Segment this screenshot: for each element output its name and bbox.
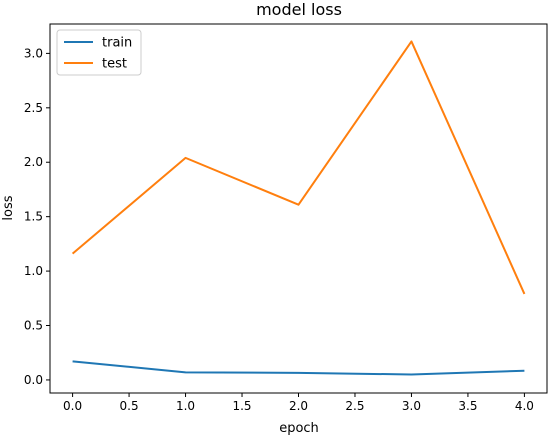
x-tick-label: 1.0 [176, 399, 195, 413]
y-tick-label: 3.0 [24, 46, 43, 60]
y-tick-label: 0.0 [24, 373, 43, 387]
legend: train test [56, 29, 142, 76]
series-layer [71, 40, 526, 376]
plot-frame [49, 23, 548, 394]
legend-items: train test [64, 36, 132, 72]
chart-title: model loss [256, 0, 342, 19]
y-tick-label: 1.5 [24, 210, 43, 224]
y-tick-label: 1.0 [24, 264, 43, 278]
x-tick-label: 0.0 [63, 399, 82, 413]
y-tick-label: 2.0 [24, 155, 43, 169]
y-axis-label: loss [1, 195, 16, 220]
legend-label-train: train [102, 36, 132, 51]
tick-layer: 0.0 0.5 1.0 1.5 2.0 2.5 3.0 3.5 4.0 0.0 0.5 1.0 1.5 2… [24, 46, 534, 413]
x-tick-label: 3.5 [458, 399, 477, 413]
x-tick-label: 0.5 [120, 399, 139, 413]
y-tick-label: 0.5 [24, 319, 43, 333]
legend-label-test: test [102, 57, 127, 72]
x-tick-label: 3.0 [402, 399, 421, 413]
x-tick-label: 1.5 [232, 399, 251, 413]
series-line-train [72, 360, 525, 376]
series-line-test [71, 40, 526, 295]
x-tick-label: 2.5 [345, 399, 364, 413]
x-tick-label: 4.0 [515, 399, 534, 413]
y-tick-label: 2.5 [24, 101, 43, 115]
x-axis-label: epoch [279, 421, 319, 435]
x-tick-label: 2.0 [289, 399, 308, 413]
